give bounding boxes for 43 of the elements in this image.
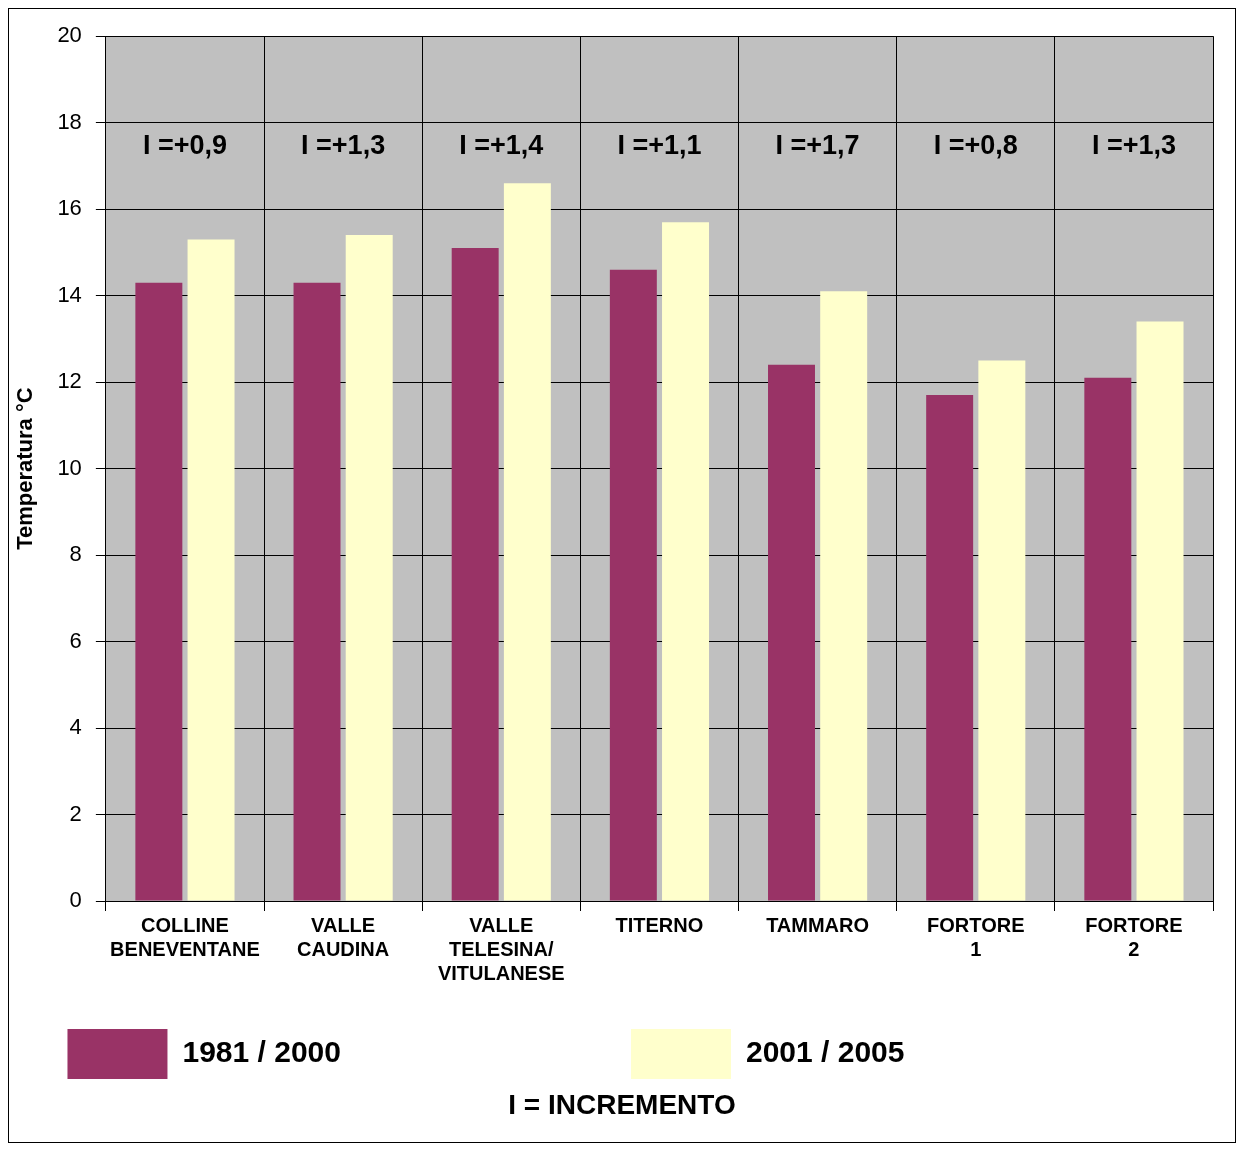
bar: [768, 364, 815, 901]
x-tick-label: TITERNO: [615, 913, 704, 936]
y-tick-label: 14: [57, 281, 82, 307]
bar: [609, 269, 657, 901]
annotation: I =+0,8: [933, 130, 1018, 161]
x-tick-label: VALLE CAUDINA: [297, 913, 390, 960]
bar: [293, 282, 341, 901]
x-tick-label: COLLINE BENEVENTANE: [110, 913, 260, 960]
bar: [503, 183, 551, 901]
annotation: I =+1,1: [617, 130, 702, 161]
y-tick-label: 2: [69, 800, 82, 826]
y-tick-label: 10: [57, 454, 82, 480]
annotation: I =+1,4: [459, 130, 544, 161]
bar: [187, 239, 235, 901]
bar: [1136, 321, 1184, 901]
x-tick-label: TAMMARO: [766, 913, 870, 936]
legend-label: 2001 / 2005: [746, 1035, 1155, 1069]
x-tick-label: FORTORE 1: [927, 913, 1025, 960]
legend-label: 1981 / 2000: [182, 1035, 591, 1069]
y-tick-label: 12: [57, 368, 82, 394]
bar: [1084, 377, 1132, 901]
y-tick-label: 20: [57, 22, 82, 48]
y-tick-label: 18: [57, 108, 82, 134]
y-tick-label: 16: [57, 195, 82, 221]
y-tick-label: 6: [69, 627, 82, 653]
annotation: I =+0,9: [142, 130, 227, 161]
bar: [451, 248, 499, 901]
y-axis-title: Temperatura °C: [12, 387, 38, 550]
y-tick-label: 0: [69, 887, 82, 913]
bar: [135, 282, 183, 901]
y-tick-label: 8: [69, 541, 82, 567]
text: I = INCREMENTO: [507, 1089, 737, 1121]
x-tick-label: VALLE TELESINA/ VITULANESE: [437, 913, 565, 984]
annotation: I =+1,7: [775, 130, 860, 161]
annotation: I =+1,3: [1091, 130, 1176, 161]
bar: [926, 395, 974, 901]
bar: [662, 222, 710, 901]
bar: [820, 291, 868, 901]
x-tick-label: FORTORE 2: [1085, 913, 1183, 960]
bar: [978, 360, 1026, 901]
annotation: I =+1,3: [301, 130, 386, 161]
y-tick-label: 4: [69, 714, 82, 740]
bar: [345, 235, 393, 901]
